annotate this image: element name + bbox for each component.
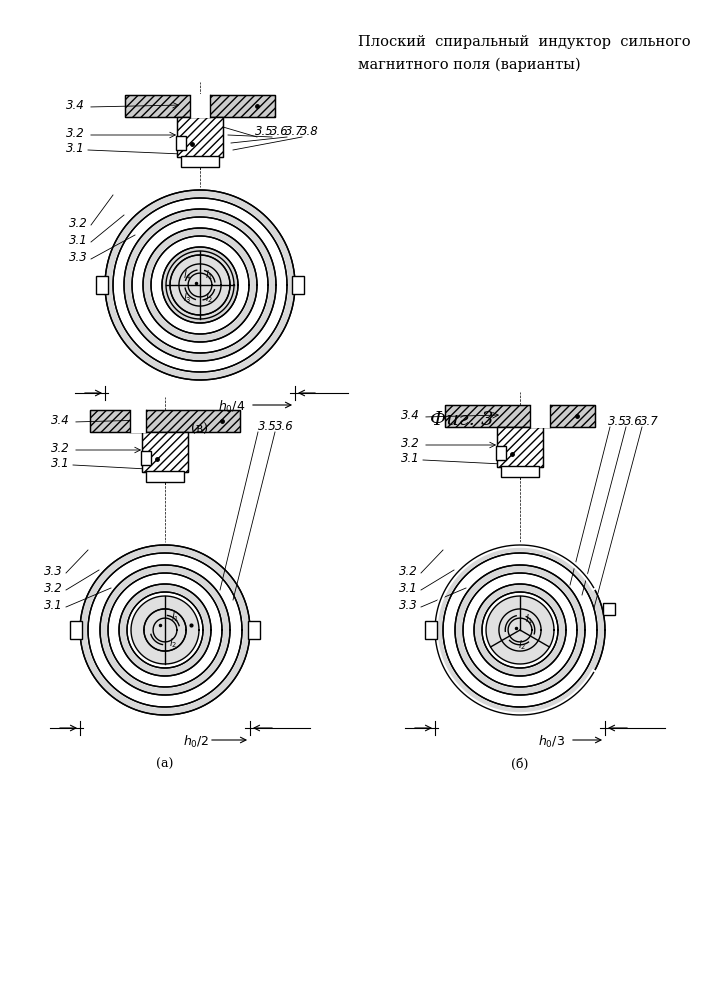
Text: 3.3: 3.3 xyxy=(45,565,63,578)
Circle shape xyxy=(88,552,243,708)
Circle shape xyxy=(81,546,250,714)
Text: 3.1: 3.1 xyxy=(66,142,85,155)
Circle shape xyxy=(144,229,257,342)
Text: 3.2: 3.2 xyxy=(51,442,70,455)
Bar xyxy=(530,404,550,428)
Bar xyxy=(146,471,184,482)
Bar xyxy=(90,410,240,432)
Text: 3.1: 3.1 xyxy=(402,452,420,465)
Bar xyxy=(177,117,223,157)
Bar xyxy=(190,94,210,118)
Bar xyxy=(125,95,275,117)
Circle shape xyxy=(481,591,559,668)
Circle shape xyxy=(124,210,276,360)
Circle shape xyxy=(486,597,554,663)
Bar xyxy=(130,409,146,433)
Circle shape xyxy=(455,566,585,694)
Bar xyxy=(70,621,82,639)
Bar xyxy=(496,446,506,460)
Text: 3.7: 3.7 xyxy=(285,125,304,138)
Text: 3.3: 3.3 xyxy=(399,599,418,612)
Bar xyxy=(96,276,108,294)
Text: $l_1$: $l_1$ xyxy=(205,268,214,282)
Text: 3.6: 3.6 xyxy=(270,125,288,138)
Circle shape xyxy=(132,217,269,354)
Circle shape xyxy=(151,235,250,334)
Bar xyxy=(176,136,186,150)
Text: 3.2: 3.2 xyxy=(45,582,63,595)
Text: 3.1: 3.1 xyxy=(45,599,63,612)
Circle shape xyxy=(107,572,223,688)
Text: $l_1$: $l_1$ xyxy=(525,612,533,626)
Text: Плоский  спиральный  индуктор  сильного: Плоский спиральный индуктор сильного xyxy=(358,35,691,49)
Text: 3.1: 3.1 xyxy=(69,234,88,247)
Bar xyxy=(445,405,595,427)
Text: 3.2: 3.2 xyxy=(66,127,85,140)
Circle shape xyxy=(462,572,578,688)
Text: 3.1: 3.1 xyxy=(399,582,418,595)
Text: 3.2: 3.2 xyxy=(402,437,420,450)
Text: 3.2: 3.2 xyxy=(399,565,418,578)
Text: $l_2$: $l_2$ xyxy=(169,636,177,650)
Circle shape xyxy=(100,566,230,694)
Text: 3.3: 3.3 xyxy=(69,251,88,264)
Text: 3.5: 3.5 xyxy=(255,125,274,138)
Bar xyxy=(445,405,595,427)
Text: 3.5: 3.5 xyxy=(608,415,626,428)
Text: Фиг. 3: Фиг. 3 xyxy=(430,411,493,429)
Circle shape xyxy=(443,552,597,708)
Text: магнитного поля (варианты): магнитного поля (варианты) xyxy=(358,58,580,72)
Bar xyxy=(292,276,304,294)
Text: $l_3$: $l_3$ xyxy=(183,291,192,305)
Text: $l_1$: $l_1$ xyxy=(171,610,180,624)
Text: 3.6: 3.6 xyxy=(624,415,643,428)
Text: 3.2: 3.2 xyxy=(69,217,88,230)
Text: 3.4: 3.4 xyxy=(66,99,85,112)
Text: $l_2$: $l_2$ xyxy=(205,291,214,305)
Circle shape xyxy=(119,584,211,676)
Text: 3.8: 3.8 xyxy=(300,125,319,138)
Bar xyxy=(142,432,188,472)
Text: $h_0/4$: $h_0/4$ xyxy=(218,399,245,415)
Text: 3.4: 3.4 xyxy=(51,414,70,427)
Bar xyxy=(181,156,219,167)
Text: $l_4$: $l_4$ xyxy=(183,268,192,282)
Circle shape xyxy=(167,252,233,318)
Circle shape xyxy=(127,591,204,668)
Bar xyxy=(142,432,188,472)
Bar xyxy=(125,95,275,117)
Bar xyxy=(497,427,543,467)
Circle shape xyxy=(474,584,566,676)
Bar xyxy=(501,466,539,477)
Circle shape xyxy=(112,198,288,372)
Text: 3.4: 3.4 xyxy=(402,409,420,422)
Text: $h_0/3$: $h_0/3$ xyxy=(538,734,565,750)
Text: 3.1: 3.1 xyxy=(51,457,70,470)
Bar xyxy=(425,621,437,639)
Text: $h_0/2$: $h_0/2$ xyxy=(183,734,209,750)
Bar xyxy=(141,451,151,465)
Bar xyxy=(90,410,240,432)
Circle shape xyxy=(105,190,295,379)
Bar xyxy=(248,621,260,639)
Text: 3.6: 3.6 xyxy=(275,420,293,433)
Bar xyxy=(603,603,615,615)
Circle shape xyxy=(163,247,238,322)
Circle shape xyxy=(170,254,230,316)
Circle shape xyxy=(436,546,604,714)
Bar xyxy=(177,117,223,157)
Text: $l_2$: $l_2$ xyxy=(518,638,526,652)
Circle shape xyxy=(132,597,199,663)
Text: (в): (в) xyxy=(192,423,209,436)
Text: (б): (б) xyxy=(511,758,529,771)
Bar xyxy=(497,427,543,467)
Text: 3.7: 3.7 xyxy=(640,415,659,428)
Text: (а): (а) xyxy=(156,758,174,771)
Text: 3.5: 3.5 xyxy=(258,420,276,433)
